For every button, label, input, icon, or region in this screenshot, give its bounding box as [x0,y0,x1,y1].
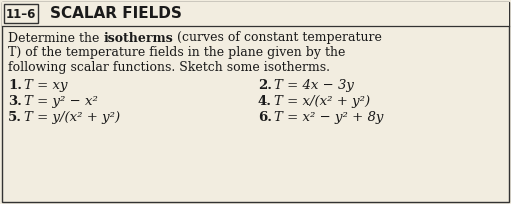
Text: T = y² − x²: T = y² − x² [24,95,98,108]
Text: following scalar functions. Sketch some isotherms.: following scalar functions. Sketch some … [8,61,330,73]
Text: T) of the temperature fields in the plane given by the: T) of the temperature fields in the plan… [8,46,345,59]
Text: T = x/(x² + y²): T = x/(x² + y²) [274,95,370,108]
Text: T = 4x − 3y: T = 4x − 3y [274,79,354,92]
Text: (curves of constant temperature: (curves of constant temperature [173,31,382,44]
Text: 1.: 1. [8,79,22,92]
Text: 3.: 3. [8,95,22,108]
Text: 4.: 4. [258,95,272,108]
FancyBboxPatch shape [2,2,509,202]
Text: 6.: 6. [258,111,272,124]
Text: 2.: 2. [258,79,272,92]
FancyBboxPatch shape [2,2,509,26]
Text: T = x² − y² + 8y: T = x² − y² + 8y [274,111,383,124]
Text: T = xy: T = xy [24,79,67,92]
Text: T = y/(x² + y²): T = y/(x² + y²) [24,111,120,124]
Text: 5.: 5. [8,111,22,124]
Text: isotherms: isotherms [103,31,173,44]
Text: SCALAR FIELDS: SCALAR FIELDS [50,7,182,21]
Text: 11–6: 11–6 [6,8,36,20]
FancyBboxPatch shape [4,4,38,23]
Text: Determine the: Determine the [8,31,103,44]
